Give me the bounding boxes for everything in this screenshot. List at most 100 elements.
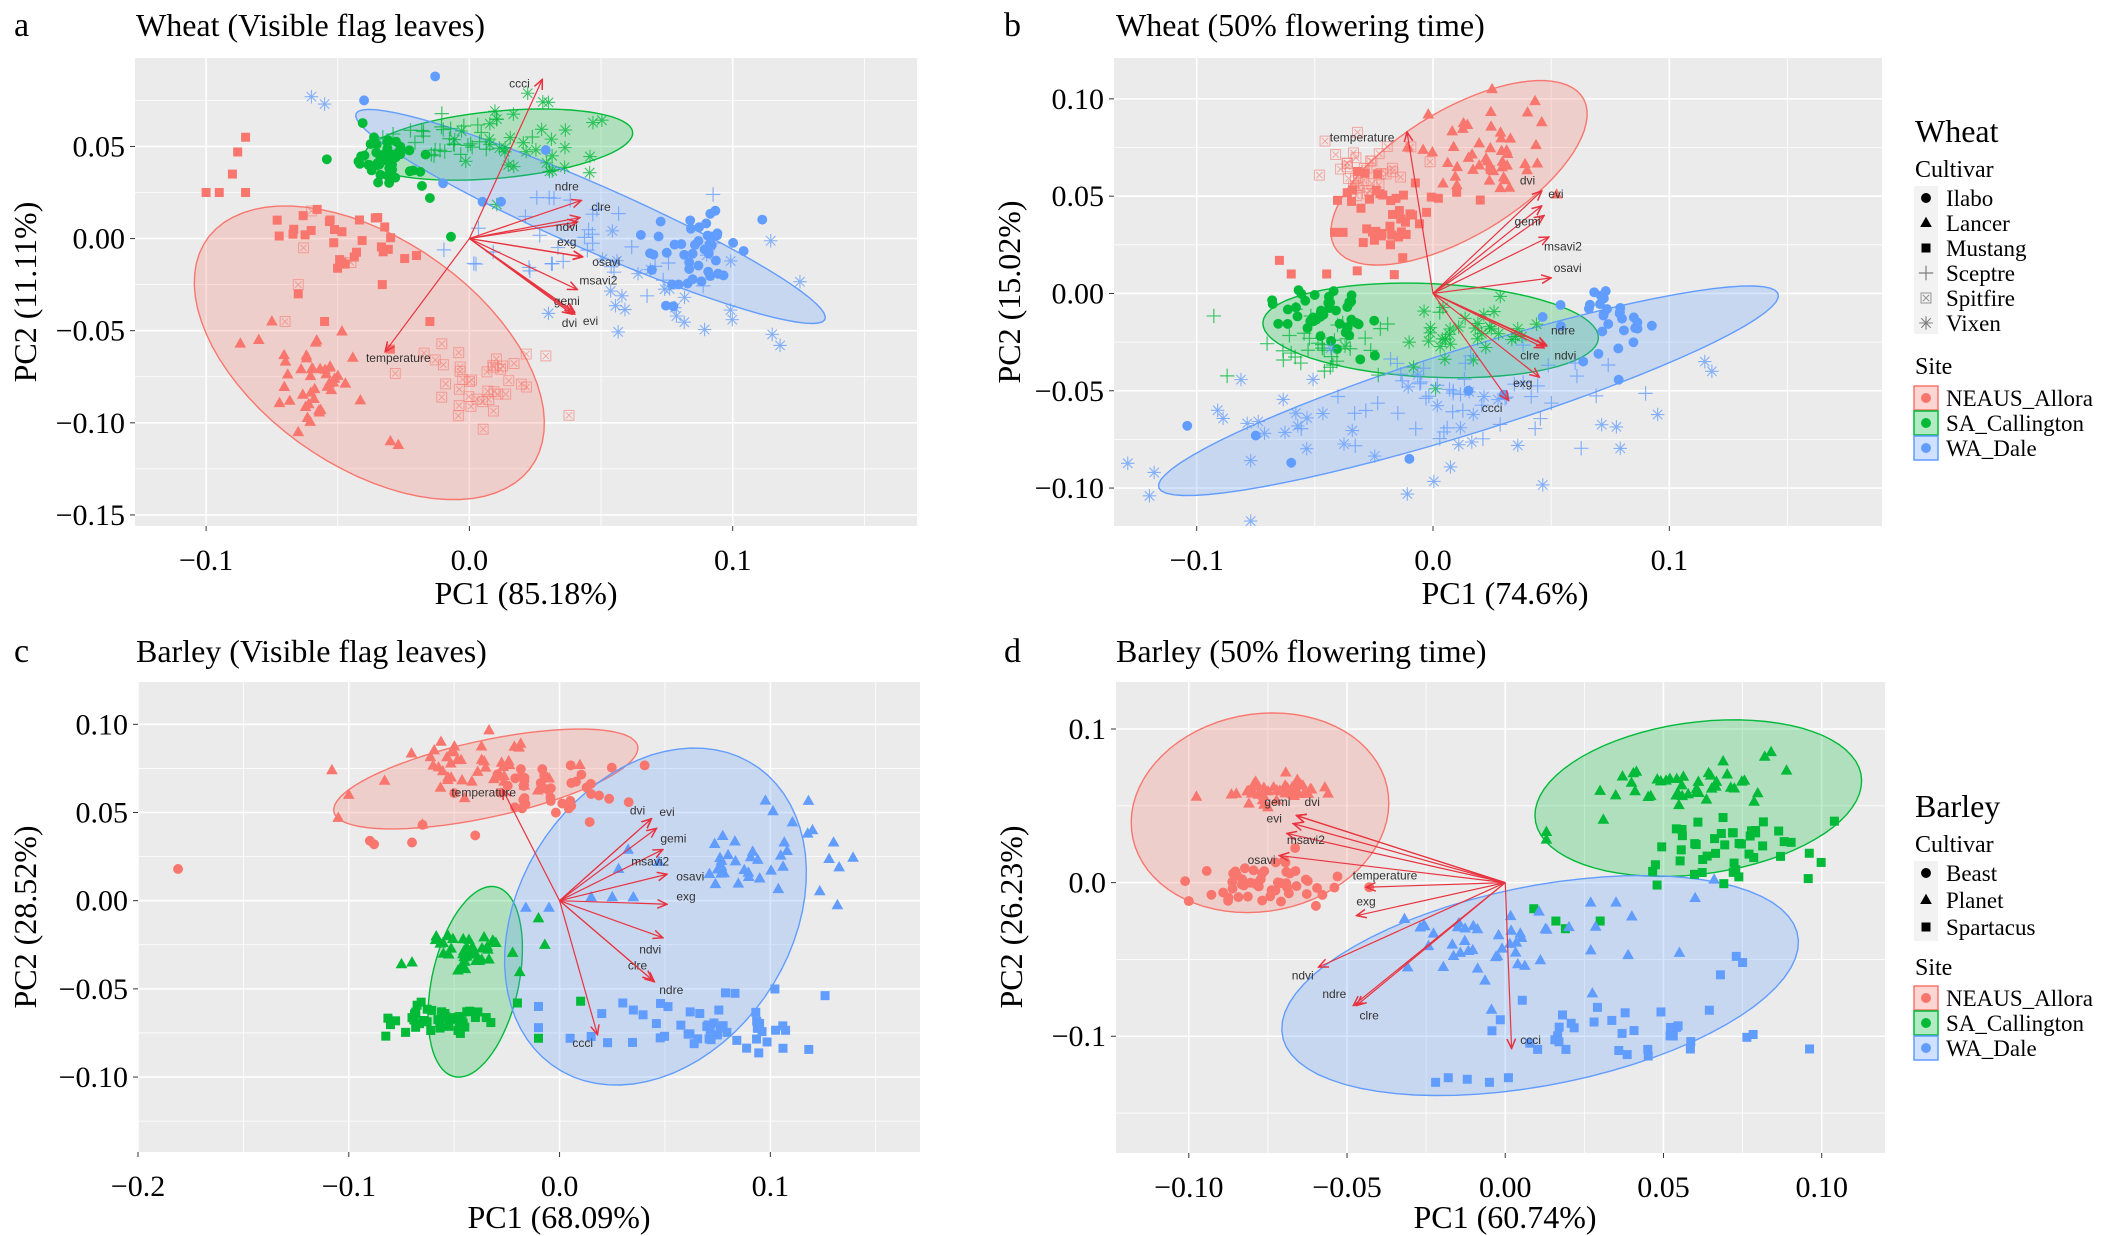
data-point bbox=[503, 130, 517, 145]
data-point bbox=[652, 855, 665, 866]
data-point bbox=[1510, 936, 1523, 947]
data-point bbox=[1728, 828, 1738, 838]
data-point bbox=[550, 807, 561, 818]
data-point bbox=[603, 1038, 613, 1048]
data-point bbox=[279, 355, 292, 366]
loading-label: ndvi bbox=[639, 943, 661, 957]
data-point bbox=[1302, 322, 1313, 333]
data-point bbox=[1629, 784, 1641, 796]
data-point bbox=[515, 378, 527, 390]
loading-arrow-osavi bbox=[1432, 278, 1551, 295]
legend-item-sceptre: Sceptre bbox=[1918, 261, 2015, 286]
x-tick-label: 0.00 bbox=[1479, 1171, 1532, 1204]
data-point bbox=[1467, 919, 1480, 931]
data-point bbox=[709, 1018, 719, 1028]
data-point bbox=[417, 180, 427, 191]
data-point bbox=[693, 260, 704, 271]
data-point bbox=[693, 1034, 703, 1044]
data-point bbox=[1816, 857, 1826, 867]
legend-item-label: Sceptre bbox=[1946, 261, 2015, 286]
data-point bbox=[422, 1004, 432, 1014]
data-point bbox=[478, 930, 490, 942]
data-point bbox=[1298, 786, 1310, 798]
data-point bbox=[391, 1016, 401, 1026]
data-point bbox=[508, 740, 521, 751]
data-point bbox=[1656, 1007, 1666, 1017]
data-point bbox=[1451, 178, 1463, 190]
data-point bbox=[1288, 349, 1303, 365]
data-point bbox=[429, 354, 441, 366]
data-point bbox=[1371, 367, 1386, 383]
data-point bbox=[1477, 389, 1491, 404]
data-point bbox=[738, 246, 749, 256]
data-point bbox=[1282, 328, 1297, 343]
data-point bbox=[1433, 193, 1443, 203]
loading-label: ccci bbox=[1520, 1033, 1541, 1047]
data-point bbox=[1540, 833, 1553, 844]
data-point bbox=[1330, 227, 1340, 237]
data-point bbox=[563, 409, 575, 421]
data-point bbox=[435, 735, 447, 746]
data-point bbox=[395, 957, 408, 969]
point-group-asterisk bbox=[1121, 341, 1719, 526]
data-point bbox=[781, 844, 793, 856]
data-point bbox=[538, 938, 551, 949]
data-point bbox=[1458, 356, 1473, 371]
data-point bbox=[503, 758, 516, 770]
data-point bbox=[518, 209, 533, 224]
legend-item-neaus-allora: NEAUS_Allora bbox=[1913, 985, 2093, 1011]
data-point bbox=[1417, 304, 1431, 318]
data-point bbox=[1147, 465, 1161, 480]
data-point bbox=[1243, 514, 1258, 526]
data-point bbox=[1288, 302, 1303, 317]
data-point bbox=[771, 1025, 781, 1035]
data-point bbox=[1190, 790, 1203, 801]
data-point bbox=[1525, 1038, 1535, 1048]
data-point bbox=[1583, 303, 1594, 314]
data-point bbox=[435, 1023, 445, 1033]
data-point bbox=[1310, 900, 1321, 911]
data-point bbox=[369, 839, 380, 850]
data-point bbox=[574, 758, 586, 770]
data-point bbox=[371, 147, 382, 158]
data-point bbox=[1445, 385, 1461, 401]
data-point bbox=[615, 289, 629, 303]
data-point bbox=[1274, 255, 1284, 265]
data-point bbox=[1598, 310, 1609, 321]
data-point bbox=[631, 266, 645, 281]
data-point bbox=[1457, 372, 1472, 387]
data-point bbox=[1584, 944, 1597, 955]
data-point bbox=[1501, 147, 1514, 158]
data-point bbox=[444, 757, 457, 768]
data-point bbox=[1466, 407, 1481, 422]
y-tick-label: −0.05 bbox=[56, 315, 125, 348]
data-point bbox=[595, 113, 609, 127]
data-point bbox=[272, 215, 282, 225]
data-point bbox=[586, 115, 600, 130]
data-point bbox=[1337, 437, 1351, 451]
data-point bbox=[1442, 382, 1457, 397]
point-group-square bbox=[201, 132, 435, 354]
data-point bbox=[1744, 849, 1754, 859]
data-point bbox=[1390, 405, 1406, 421]
data-point bbox=[304, 89, 319, 104]
data-point bbox=[618, 998, 628, 1008]
data-point bbox=[1471, 962, 1484, 973]
data-point bbox=[1430, 398, 1445, 413]
loading-label: exg bbox=[557, 235, 576, 249]
y-tick-label: −0.10 bbox=[59, 1061, 128, 1094]
data-point bbox=[517, 803, 528, 814]
data-point bbox=[447, 745, 460, 756]
data-point bbox=[1325, 357, 1341, 373]
data-point bbox=[1609, 789, 1622, 800]
x-tick-label: −0.1 bbox=[179, 544, 233, 577]
data-point bbox=[712, 1030, 722, 1040]
circle-icon bbox=[1921, 443, 1931, 453]
point-group-triangle bbox=[1401, 82, 1563, 199]
panel-title: Barley (Visible flag leaves) bbox=[136, 633, 487, 669]
y-axis-label: PC2 (26.23%) bbox=[993, 825, 1029, 1008]
data-point bbox=[483, 393, 495, 405]
boxed-x-icon bbox=[1920, 292, 1932, 304]
data-point bbox=[1537, 312, 1548, 322]
data-point bbox=[1338, 227, 1348, 237]
